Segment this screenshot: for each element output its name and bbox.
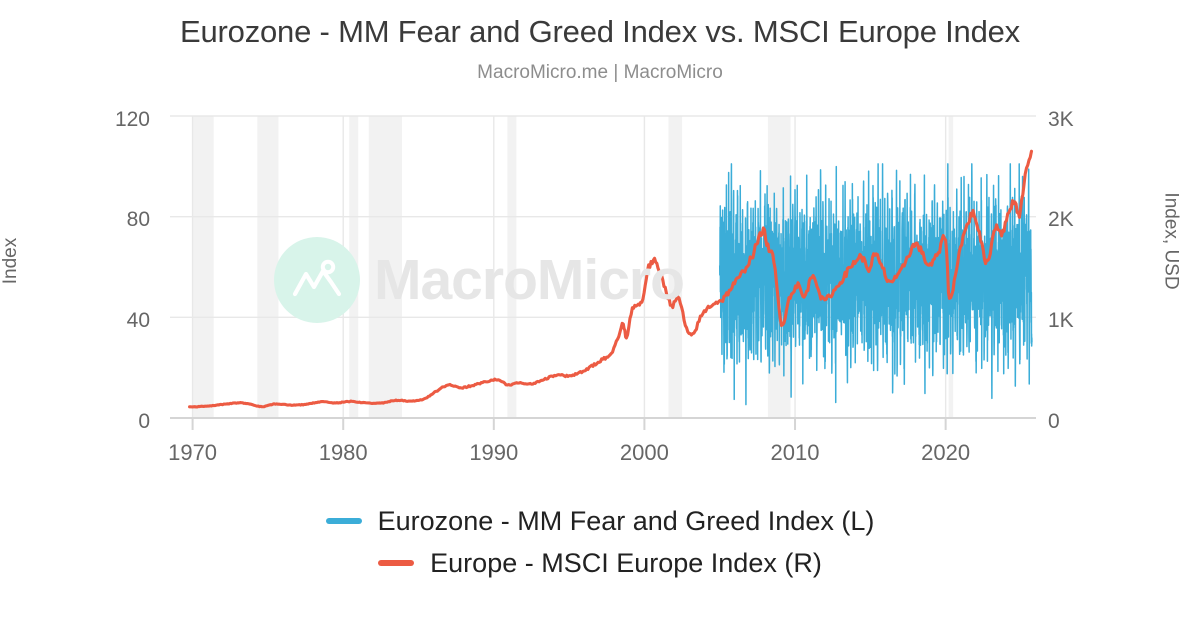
chart-legend: Eurozone - MM Fear and Greed Index (L) E…: [0, 500, 1200, 584]
y-tick-right-2k: 2K: [1048, 208, 1074, 231]
recession-band: [368, 116, 402, 418]
recession-band: [257, 116, 279, 418]
y-axis-right-label: Index, USD: [1160, 192, 1182, 290]
y-tick-right-1k: 1K: [1048, 309, 1074, 332]
recession-band: [507, 116, 517, 418]
recession-band: [349, 116, 359, 418]
x-tick-1970: 1970: [168, 440, 218, 465]
legend-item-fear-greed[interactable]: Eurozone - MM Fear and Greed Index (L): [0, 500, 1200, 542]
plot-area: [170, 115, 1036, 430]
y-tick-left-40: 40: [126, 309, 150, 332]
recession-band: [192, 116, 214, 418]
legend-label-fear-greed: Eurozone - MM Fear and Greed Index (L): [377, 505, 875, 536]
y-tick-left-120: 120: [114, 108, 150, 131]
x-tick-2000: 2000: [619, 440, 669, 465]
y-tick-right-0: 0: [1048, 410, 1060, 433]
x-tick-1990: 1990: [469, 440, 519, 465]
series-line-fear-greed-index: [718, 163, 1033, 406]
legend-color-swatch-red: [378, 560, 415, 566]
page-title: Eurozone - MM Fear and Greed Index vs. M…: [180, 14, 1020, 49]
y-axis-left-label: Index: [0, 237, 22, 285]
legend-item-msci-europe[interactable]: Europe - MSCI Europe Index (R): [0, 542, 1200, 584]
recession-band: [668, 116, 683, 418]
chart-subtitle: MacroMicro.me | MacroMicro: [477, 62, 723, 83]
x-tick-1980: 1980: [318, 440, 368, 465]
legend-color-swatch-blue: [325, 518, 362, 524]
legend-label-msci-europe: Europe - MSCI Europe Index (R): [430, 547, 822, 578]
x-tick-2020: 2020: [921, 440, 971, 465]
chart-canvas: [170, 115, 1036, 430]
series-line-msci-europe-index: [188, 149, 1034, 409]
x-tick-2010: 2010: [770, 440, 820, 465]
y-tick-left-0: 0: [138, 410, 150, 433]
y-tick-right-3k: 3K: [1048, 108, 1074, 131]
y-tick-left-80: 80: [126, 208, 150, 231]
